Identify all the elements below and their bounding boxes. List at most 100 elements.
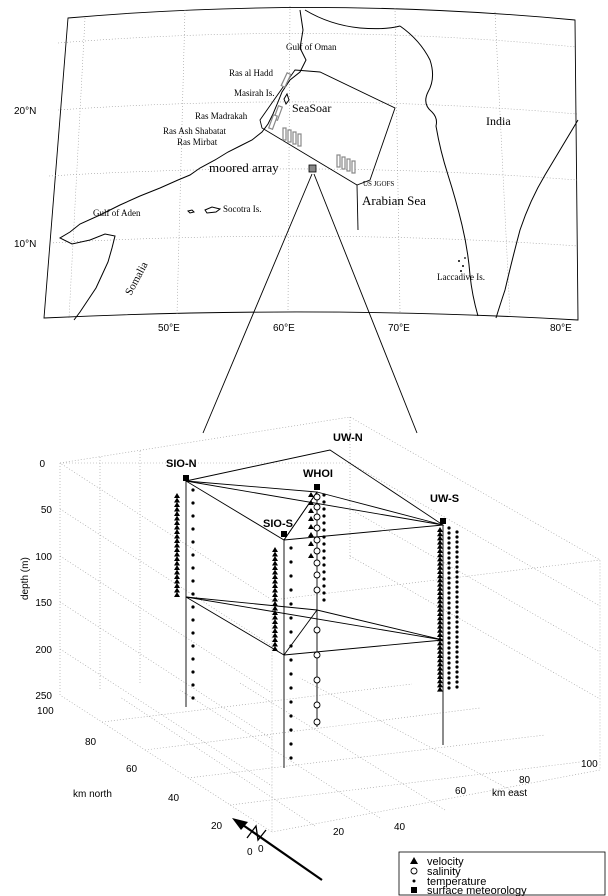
legend: velocity salinity temperature surface me… bbox=[398, 851, 606, 896]
velocity-marker bbox=[174, 587, 180, 593]
temperature-marker bbox=[447, 636, 451, 640]
temperature-marker bbox=[455, 540, 459, 544]
velocity-marker bbox=[174, 493, 180, 498]
temperature-marker bbox=[447, 591, 451, 595]
temperature-marker bbox=[289, 728, 293, 732]
temperature-marker bbox=[191, 553, 195, 557]
salinity-marker bbox=[313, 503, 321, 511]
temperature-marker bbox=[455, 655, 459, 659]
temperature-marker bbox=[455, 675, 459, 679]
label-ras-hadd: Ras al Hadd bbox=[229, 68, 273, 78]
velocity-marker bbox=[272, 565, 278, 570]
temperature-marker bbox=[322, 535, 326, 539]
legend-salinity: salinity bbox=[427, 866, 461, 878]
temperature-marker bbox=[322, 542, 326, 546]
temperature-marker bbox=[191, 488, 195, 492]
velocity-marker bbox=[308, 524, 314, 529]
legend-temperature: temperature bbox=[427, 876, 486, 888]
met-whoi bbox=[314, 484, 320, 490]
map-tick-labels: 20°N 10°N 50°E 60°E 70°E 80°E bbox=[14, 106, 572, 334]
temperature-marker bbox=[455, 560, 459, 564]
velocity-marker bbox=[437, 619, 443, 625]
salinity-marker bbox=[313, 676, 321, 684]
mooring-label-sio-n: SIO-N bbox=[166, 458, 197, 470]
velocity-marker bbox=[272, 619, 278, 624]
temperature-marker bbox=[455, 575, 459, 579]
velocity-marker bbox=[437, 678, 443, 684]
temperature-marker bbox=[455, 545, 459, 549]
velocity-marker bbox=[174, 511, 180, 516]
velocity-marker bbox=[437, 657, 443, 663]
label-ras-mirbat: Ras Mirbat bbox=[177, 137, 218, 147]
met-sio-s bbox=[281, 531, 287, 537]
temperature-marker bbox=[289, 672, 293, 676]
temperature-marker bbox=[191, 696, 195, 700]
velocity-marker bbox=[174, 592, 180, 597]
temperature-marker bbox=[447, 616, 451, 620]
depth-tick-0: 0 bbox=[39, 459, 45, 470]
temperature-marker bbox=[191, 657, 195, 661]
velocity-marker bbox=[174, 569, 180, 575]
temperature-marker bbox=[455, 650, 459, 654]
east-tick-20: 20 bbox=[333, 827, 345, 838]
velocity-marker bbox=[174, 538, 180, 543]
temperature-marker bbox=[191, 540, 195, 544]
temperature-marker bbox=[322, 528, 326, 532]
temperature-marker bbox=[322, 493, 326, 497]
velocity-marker bbox=[272, 587, 278, 593]
temperature-marker bbox=[447, 541, 451, 545]
north-tick-60: 60 bbox=[126, 764, 138, 775]
velocity-marker bbox=[174, 524, 180, 530]
east-tick-60: 60 bbox=[455, 786, 467, 797]
velocity-marker bbox=[308, 508, 314, 513]
velocity-marker bbox=[437, 590, 443, 595]
india-coast bbox=[399, 25, 479, 317]
velocity-marker bbox=[437, 661, 443, 667]
temperature-marker bbox=[191, 670, 195, 674]
temperature-marker bbox=[289, 616, 293, 620]
velocity-marker bbox=[272, 623, 278, 629]
temperature-marker bbox=[289, 574, 293, 578]
velocity-marker bbox=[437, 627, 443, 633]
velocity-marker bbox=[272, 601, 278, 606]
velocity-marker bbox=[437, 531, 443, 537]
velocity-marker bbox=[437, 606, 443, 612]
velocity-marker bbox=[437, 581, 443, 587]
label-us-jgofs: US JGOFS bbox=[363, 180, 394, 188]
velocity-marker bbox=[308, 553, 314, 558]
depth-tick-250: 250 bbox=[35, 691, 52, 702]
temperature-marker bbox=[455, 535, 459, 539]
temperature-marker bbox=[289, 658, 293, 662]
temperature-marker bbox=[455, 565, 459, 569]
temperature-marker bbox=[191, 566, 195, 570]
velocity-marker bbox=[437, 556, 443, 562]
depth-tick-200: 200 bbox=[35, 645, 52, 656]
lon-label-50e: 50°E bbox=[158, 323, 180, 334]
depth-tick-150: 150 bbox=[35, 598, 52, 609]
temperature-marker bbox=[455, 635, 459, 639]
velocity-marker bbox=[272, 646, 278, 651]
temperature-marker bbox=[447, 566, 451, 570]
temperature-marker bbox=[455, 670, 459, 674]
velocity-marker bbox=[174, 583, 180, 588]
east-axis: 0 20 40 60 80 100 km east bbox=[258, 759, 598, 855]
velocity-marker bbox=[174, 533, 180, 539]
temperature-marker bbox=[322, 514, 326, 518]
salinity-marker bbox=[313, 493, 321, 501]
salinity-marker bbox=[313, 651, 321, 659]
temperature-marker bbox=[322, 591, 326, 595]
depth-tick-100: 100 bbox=[35, 552, 52, 563]
velocity-marker bbox=[437, 632, 443, 637]
map-panel: Gulf of Oman Ras al Hadd Masirah Is. Sea… bbox=[14, 5, 579, 334]
north-tick-20: 20 bbox=[211, 821, 223, 832]
temperature-marker bbox=[447, 556, 451, 560]
met-sio-n bbox=[183, 475, 189, 481]
legend-temperature-marker bbox=[412, 879, 416, 883]
temperature-marker bbox=[447, 606, 451, 610]
met-uw-s bbox=[440, 518, 446, 524]
temperature-marker bbox=[191, 618, 195, 622]
temperature-marker bbox=[447, 686, 451, 690]
coastlines bbox=[58, 9, 579, 321]
mooring-label-uw-s: UW-S bbox=[430, 493, 459, 505]
